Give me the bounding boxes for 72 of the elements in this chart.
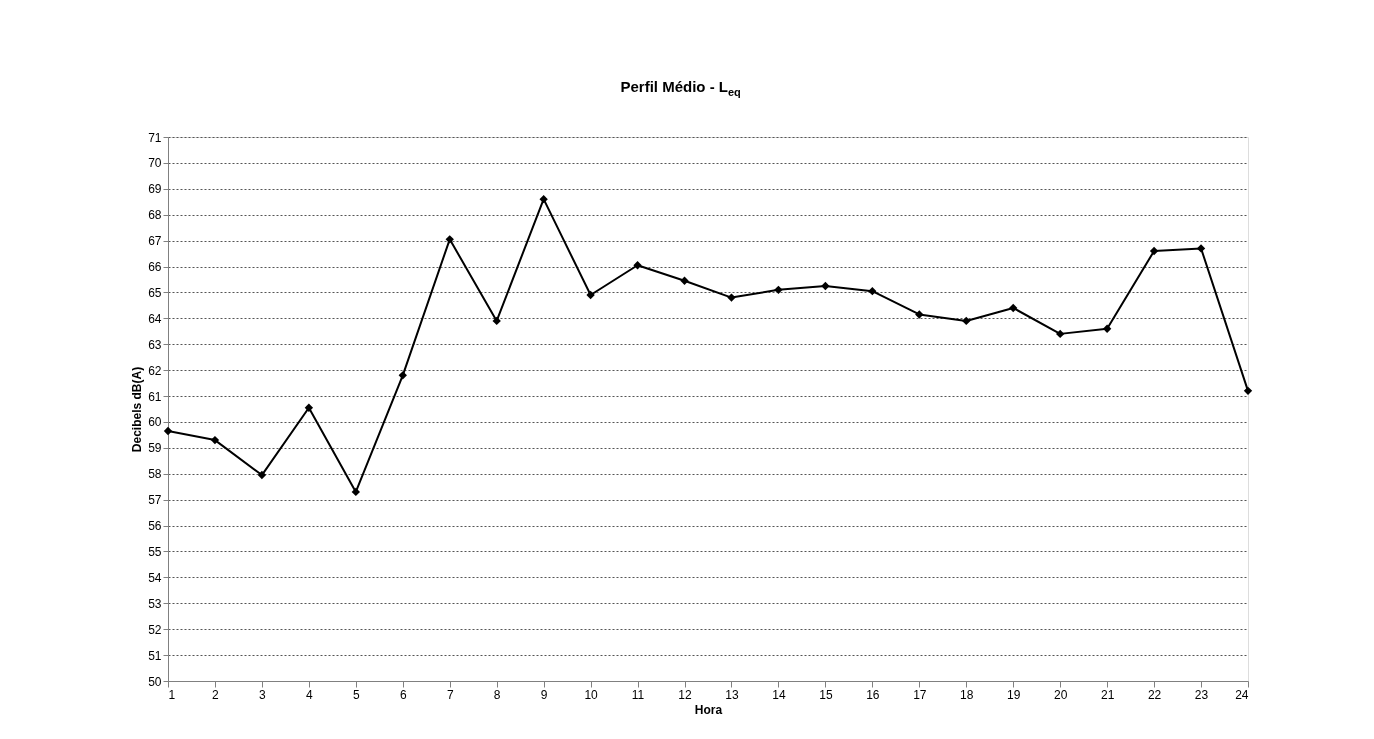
point xyxy=(210,435,220,445)
y-tick-label: 55 xyxy=(148,544,162,559)
x-tick-label: 21 xyxy=(1100,687,1115,702)
point xyxy=(633,261,642,270)
point xyxy=(915,310,924,319)
y-tick-label: 51 xyxy=(148,648,162,663)
x-tick-label: 8 xyxy=(493,687,501,702)
x-tick-label: 17 xyxy=(913,687,927,702)
x-tick-label: 9 xyxy=(540,687,548,702)
point xyxy=(586,290,595,300)
point xyxy=(1149,246,1159,256)
point xyxy=(1055,329,1065,339)
point xyxy=(821,281,830,291)
y-tick-label: 64 xyxy=(148,311,162,326)
x-tick-label: 22 xyxy=(1147,687,1162,702)
y-tick-label: 67 xyxy=(148,234,162,249)
y-tick-label: 57 xyxy=(148,493,162,508)
point xyxy=(304,403,314,412)
x-tick-label: 13 xyxy=(725,687,739,702)
y-tick-label: 66 xyxy=(148,260,162,275)
x-tick-label: 5 xyxy=(352,687,360,702)
x-tick-label: 12 xyxy=(678,687,693,702)
y-tick-label: 62 xyxy=(148,363,162,378)
x-tick-label: 24 xyxy=(1235,687,1249,702)
y-tick-label: 65 xyxy=(148,285,162,300)
y-tick-label: 68 xyxy=(148,208,162,223)
point xyxy=(539,194,548,204)
y-tick-label: 58 xyxy=(148,467,162,482)
y-tick-label: 52 xyxy=(148,622,162,637)
x-tick-label: 2 xyxy=(212,687,220,702)
x-tick-label: 1 xyxy=(168,687,176,702)
point xyxy=(1243,386,1253,396)
point xyxy=(727,293,736,302)
y-tick-label: 60 xyxy=(148,415,162,430)
point xyxy=(445,235,454,244)
x-tick-label: 23 xyxy=(1194,687,1209,702)
x-tick-label: 6 xyxy=(399,687,407,702)
y-tick-label: 53 xyxy=(148,596,162,611)
point xyxy=(680,276,689,285)
point xyxy=(1196,244,1206,253)
point xyxy=(868,286,877,296)
x-tick-label: 16 xyxy=(866,687,880,702)
x-tick-label: 18 xyxy=(960,687,974,702)
point xyxy=(492,316,501,326)
x-tick-label: 4 xyxy=(306,687,314,702)
y-tick-label: 63 xyxy=(148,337,162,352)
y-tick-label: 56 xyxy=(148,519,162,534)
y-tick-label: 50 xyxy=(148,674,162,689)
point xyxy=(351,487,361,497)
point xyxy=(1009,303,1018,313)
point xyxy=(398,371,407,380)
point xyxy=(163,426,173,436)
x-tick-label: 7 xyxy=(446,687,454,702)
y-tick-label: 59 xyxy=(148,441,162,456)
y-tick-label: 69 xyxy=(148,182,162,197)
y-tick-label: 71 xyxy=(148,130,162,145)
point xyxy=(774,285,783,295)
point xyxy=(1102,324,1112,333)
x-axis-title: Hora xyxy=(694,702,723,717)
point xyxy=(257,470,267,480)
y-tick-label: 61 xyxy=(148,389,162,404)
y-tick-label: 70 xyxy=(148,156,162,171)
x-tick-label: 10 xyxy=(584,687,599,702)
y-axis-title: Decibels dB(A) xyxy=(130,366,145,453)
x-tick-label: 11 xyxy=(631,687,645,702)
x-tick-label: 19 xyxy=(1007,687,1021,702)
y-tick-label: 54 xyxy=(148,570,162,585)
x-tick-label: 15 xyxy=(819,687,833,702)
x-tick-label: 20 xyxy=(1053,687,1068,702)
point xyxy=(962,316,971,326)
x-tick-label: 14 xyxy=(772,687,786,702)
x-tick-label: 3 xyxy=(259,687,267,702)
